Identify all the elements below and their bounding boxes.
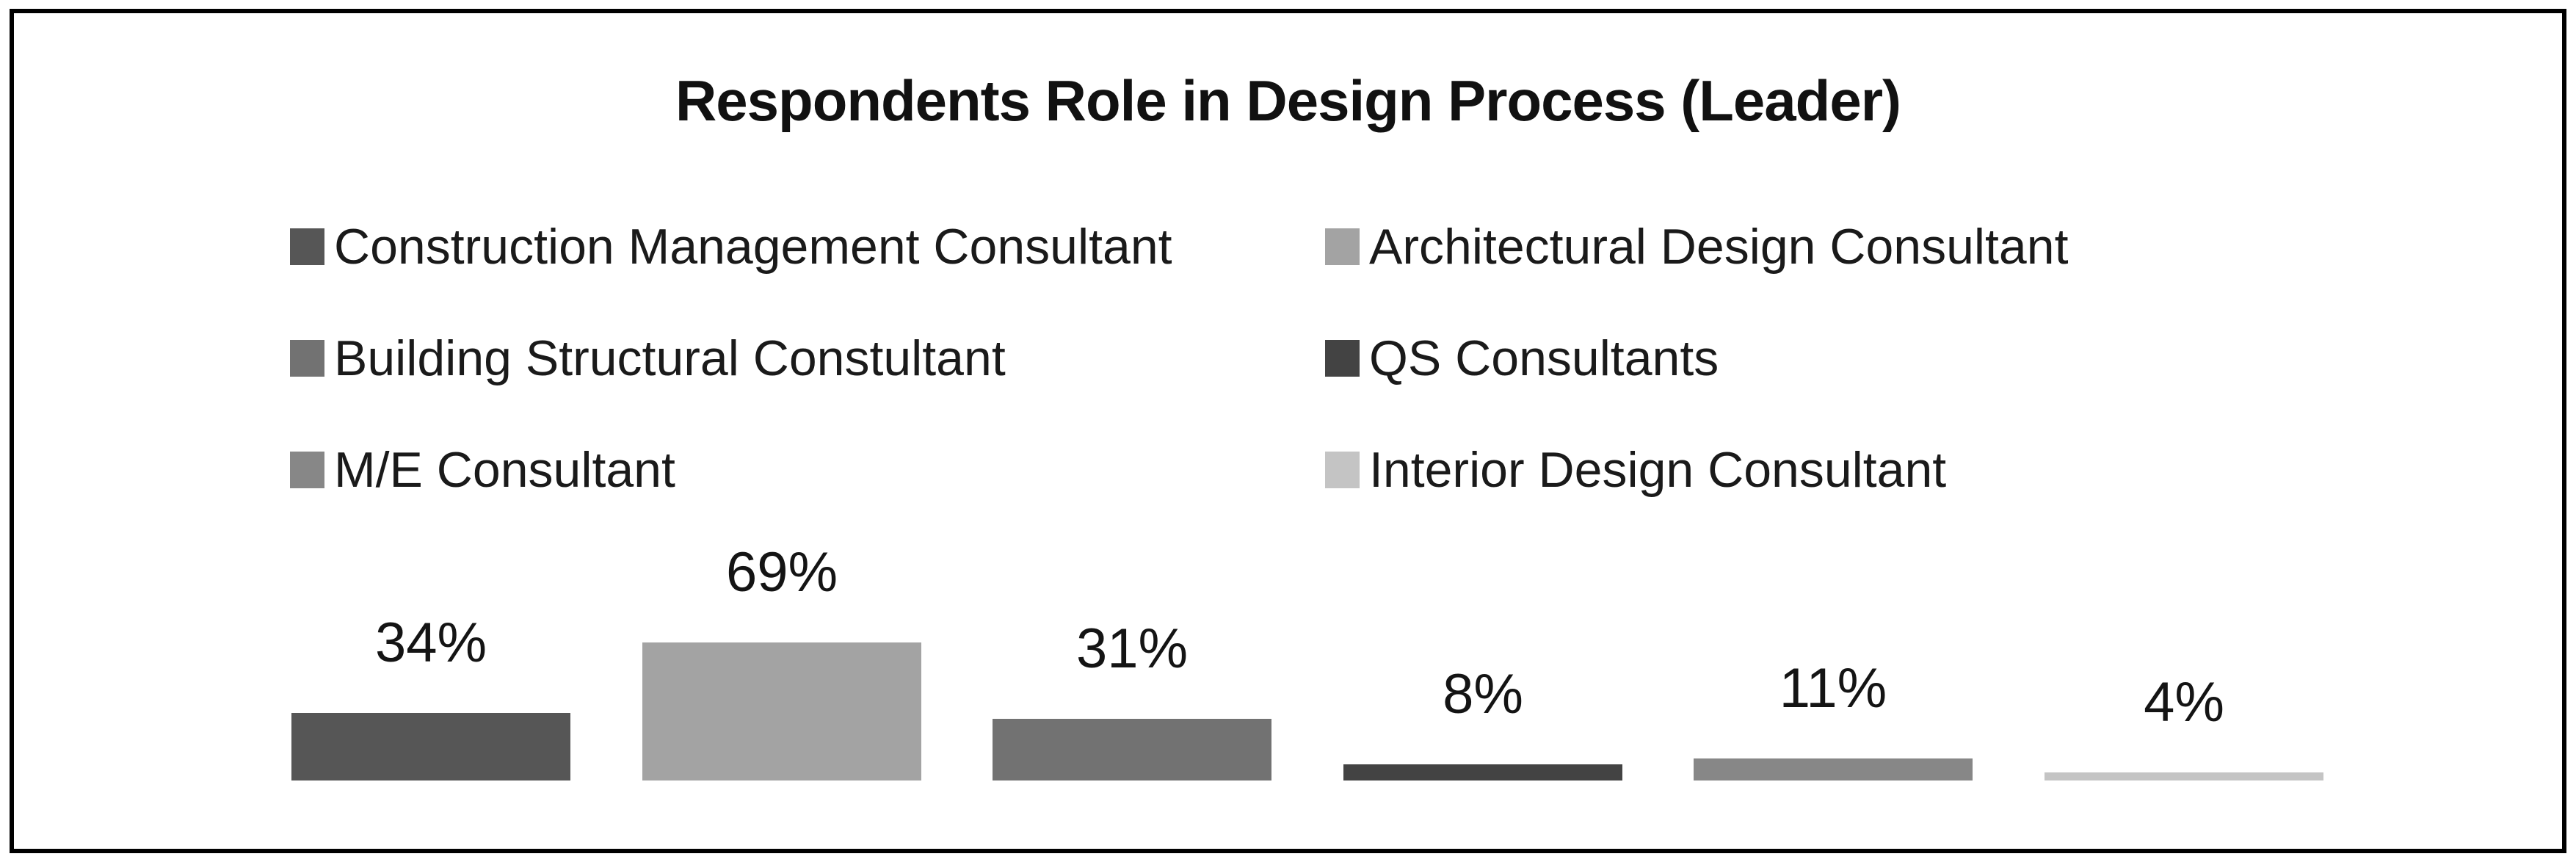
chart-title: Respondents Role in Design Process (Lead… (675, 68, 1901, 133)
legend-swatch-icon (1325, 228, 1360, 265)
legend-item: M/E Consultant (290, 441, 1325, 499)
bar-data-label: 34% (374, 612, 487, 674)
legend-swatch-icon (1325, 452, 1360, 488)
legend-swatch-icon (290, 452, 324, 488)
bar (993, 719, 1271, 780)
legend: Construction Management Consultant Archit… (290, 217, 2068, 499)
legend-label: Architectural Design Consultant (1369, 219, 2069, 275)
legend-swatch-icon (290, 340, 324, 377)
bar-data-label: 31% (1075, 617, 1189, 680)
legend-swatch-icon (290, 228, 324, 265)
bar (1694, 758, 1973, 780)
bar (291, 713, 570, 780)
bar-data-label: 4% (2144, 671, 2224, 734)
legend-swatch-icon (1325, 340, 1360, 377)
bar (642, 642, 921, 780)
bar-data-label: 11% (1779, 657, 1887, 720)
legend-item: Building Structural Constultant (290, 329, 1325, 388)
bar-data-label: 8% (1443, 663, 1523, 725)
chart-border-frame (10, 9, 2566, 853)
legend-label: M/E Consultant (334, 442, 675, 498)
legend-item: Architectural Design Consultant (1325, 217, 2068, 276)
legend-label: Interior Design Consultant (1369, 442, 1947, 498)
bar (1343, 764, 1622, 780)
legend-item: Interior Design Consultant (1325, 441, 2068, 499)
bar (2045, 772, 2323, 780)
bar-data-label: 69% (725, 541, 838, 604)
legend-item: Construction Management Consultant (290, 217, 1325, 276)
legend-label: Construction Management Consultant (334, 219, 1172, 275)
legend-item: QS Consultants (1325, 329, 2068, 388)
legend-label: QS Consultants (1369, 330, 1719, 386)
legend-label: Building Structural Constultant (334, 330, 1006, 386)
